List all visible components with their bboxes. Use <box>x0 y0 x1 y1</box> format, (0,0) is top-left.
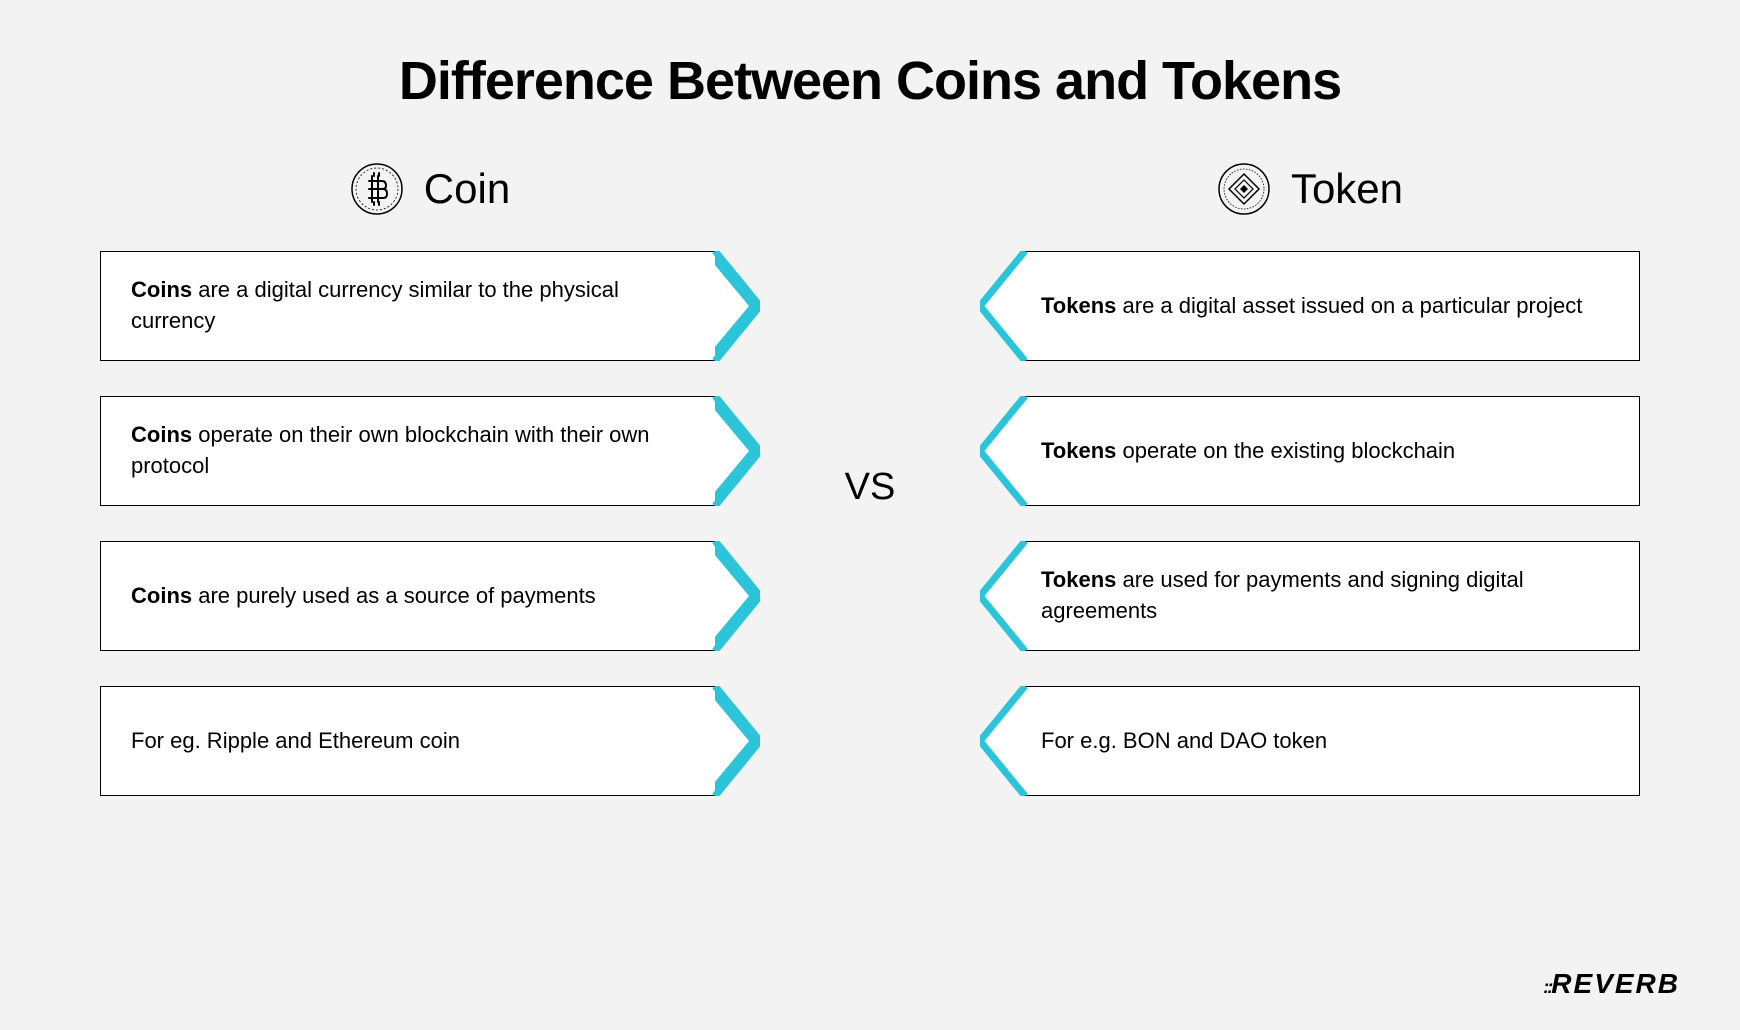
item-text: Coins operate on their own blockchain wi… <box>131 420 699 482</box>
token-item-1: Tokens are a digital asset issued on a p… <box>980 251 1640 361</box>
token-item-2: Tokens operate on the existing blockchai… <box>980 396 1640 506</box>
right-column: Token Tokens are a digital asset issued … <box>980 162 1640 796</box>
token-item-4: For e.g. BON and DAO token <box>980 686 1640 796</box>
brand-logo: ::REVERB <box>1543 968 1680 1000</box>
right-items: Tokens are a digital asset issued on a p… <box>980 251 1640 796</box>
chevron-right-icon <box>710 541 760 651</box>
coin-item-2: Coins operate on their own blockchain wi… <box>100 396 760 506</box>
item-text: For eg. Ripple and Ethereum coin <box>131 726 460 757</box>
item-text: Coins are purely used as a source of pay… <box>131 581 596 612</box>
vs-label: VS <box>845 466 896 509</box>
item-text: Tokens are a digital asset issued on a p… <box>1041 291 1582 322</box>
item-text: Tokens are used for payments and signing… <box>1041 565 1609 627</box>
item-text: Coins are a digital currency similar to … <box>131 275 699 337</box>
left-items: Coins are a digital currency similar to … <box>100 251 760 796</box>
chevron-left-icon <box>980 251 1030 361</box>
chevron-right-icon <box>710 396 760 506</box>
chevron-left-icon <box>980 686 1030 796</box>
left-column: Coin Coins are a digital currency simila… <box>100 162 760 796</box>
token-item-3: Tokens are used for payments and signing… <box>980 541 1640 651</box>
coin-item-3: Coins are purely used as a source of pay… <box>100 541 760 651</box>
comparison-columns: Coin Coins are a digital currency simila… <box>100 162 1640 796</box>
item-text: Tokens operate on the existing blockchai… <box>1041 436 1455 467</box>
coin-title: Coin <box>424 165 510 213</box>
right-header: Token <box>980 162 1640 216</box>
item-text: For e.g. BON and DAO token <box>1041 726 1327 757</box>
bitcoin-icon <box>350 162 404 216</box>
chevron-left-icon <box>980 541 1030 651</box>
left-header: Coin <box>100 162 760 216</box>
chevron-left-icon <box>980 396 1030 506</box>
diamond-token-icon <box>1217 162 1271 216</box>
coin-item-4: For eg. Ripple and Ethereum coin <box>100 686 760 796</box>
token-title: Token <box>1291 165 1403 213</box>
coin-item-1: Coins are a digital currency similar to … <box>100 251 760 361</box>
chevron-right-icon <box>710 686 760 796</box>
chevron-right-icon <box>710 251 760 361</box>
main-title: Difference Between Coins and Tokens <box>100 50 1640 112</box>
